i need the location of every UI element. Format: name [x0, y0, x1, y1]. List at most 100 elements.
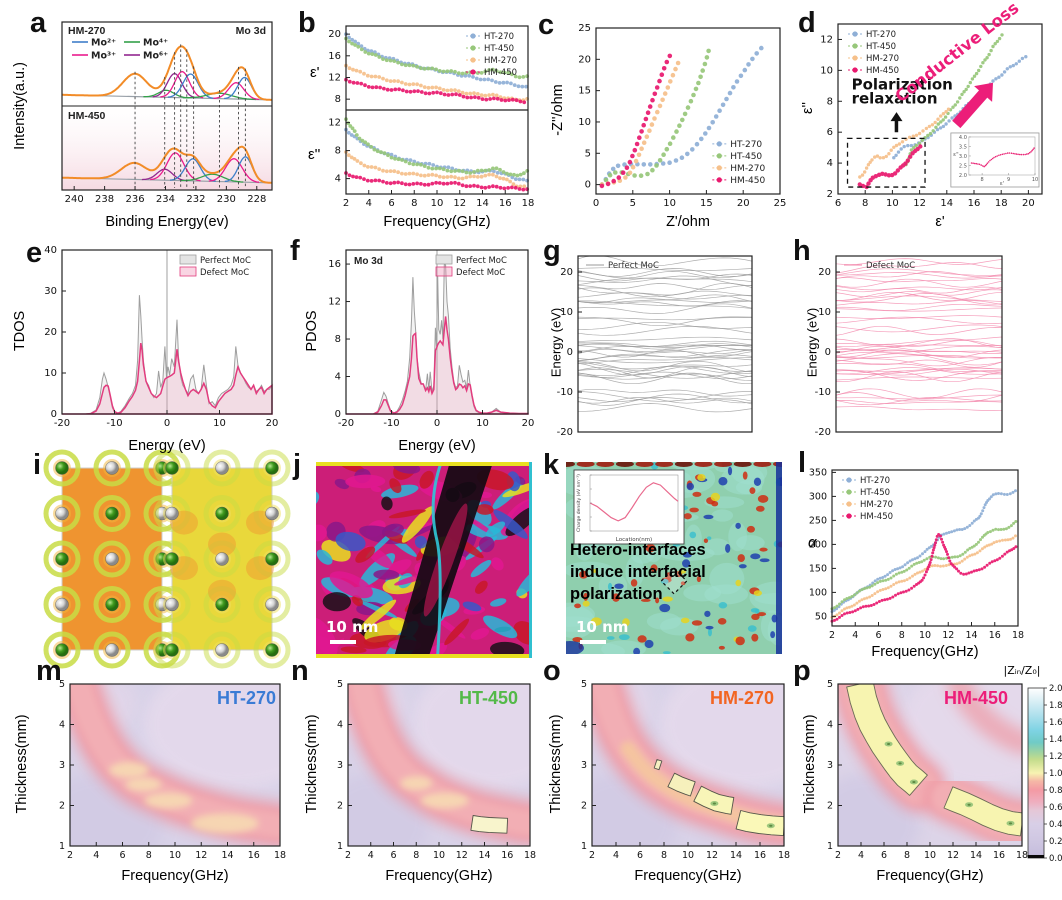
- svg-text:-10: -10: [383, 418, 399, 429]
- svg-text:25: 25: [578, 23, 591, 34]
- svg-text:14: 14: [730, 850, 742, 861]
- panel-a-sample-bottom-label: HM-450: [68, 110, 106, 122]
- svg-text:18: 18: [1016, 850, 1028, 861]
- svg-text:6: 6: [881, 850, 887, 861]
- svg-text:12: 12: [453, 198, 466, 209]
- panel-l-plot: 2 4 6 8 10 12 14 16 18 50 100 150 200 250 300 350 HT-270…: [809, 467, 1024, 641]
- svg-text:-20: -20: [557, 427, 573, 438]
- panel-i-letter: i: [33, 449, 42, 481]
- svg-text:6: 6: [390, 850, 396, 861]
- svg-text:HT-450: HT-450: [860, 488, 890, 498]
- svg-text:14: 14: [940, 198, 953, 209]
- svg-text:4: 4: [59, 720, 65, 731]
- svg-text:5: 5: [581, 679, 587, 690]
- panel-g: g Energy (eV) -20 -10 0 10 20 Perfect MoC: [543, 235, 796, 458]
- svg-text:2: 2: [337, 801, 343, 812]
- panel-h-ylabel: Energy (eV): [804, 307, 820, 378]
- svg-text:18: 18: [1012, 630, 1024, 641]
- svg-text:10: 10: [578, 117, 591, 128]
- svg-text:10: 10: [663, 198, 676, 209]
- svg-text:3.5: 3.5: [959, 144, 967, 150]
- svg-text:Mo⁶⁺: Mo⁶⁺: [143, 51, 168, 62]
- panel-b-letter: b: [298, 7, 316, 39]
- svg-text:20: 20: [560, 267, 573, 278]
- svg-text:20: 20: [266, 418, 279, 429]
- panel-h: h Energy (eV) -20 -10 0 10 20 Defect MoC: [793, 235, 1062, 458]
- svg-text:10: 10: [1032, 177, 1038, 183]
- panel-n: n HT-450 Thickness(mm) Frequency(GHz) 2 4…: [291, 655, 540, 898]
- svg-text:18: 18: [995, 198, 1008, 209]
- svg-text:18: 18: [778, 850, 790, 861]
- panel-m-ylabel: Thickness(mm): [14, 714, 30, 814]
- svg-text:14: 14: [221, 850, 233, 861]
- svg-text:8: 8: [146, 850, 152, 861]
- panel-d-xlabel: ε': [935, 214, 945, 230]
- panel-b-ylabel-top: ε': [310, 64, 320, 81]
- svg-text:3: 3: [59, 760, 65, 771]
- panel-l: l α Frequency(GHz) 2 4 6 8 10 12 14 16 18 50 100 15…: [798, 447, 1062, 660]
- panel-o-xlabel: Frequency(GHz): [634, 868, 742, 884]
- panel-b-xlabel: Frequency(GHz): [383, 214, 491, 230]
- svg-text:10: 10: [919, 630, 931, 641]
- svg-text:6: 6: [827, 127, 833, 138]
- panel-f: f Mo 3d PDOS Energy (eV) -20 -10 0 10 20 0 4 8 1…: [290, 235, 540, 458]
- svg-text:HM-270: HM-270: [484, 56, 517, 66]
- svg-text:25: 25: [774, 198, 787, 209]
- panel-d-letter: d: [798, 7, 816, 39]
- panel-a-letter: a: [30, 7, 47, 39]
- svg-text:350: 350: [809, 467, 827, 478]
- panel-k-annotation-line1: Hetero-interfaces: [570, 541, 706, 559]
- svg-text:232: 232: [186, 194, 205, 205]
- panel-a: a HM-270 Mo 3d HM-450 Intensity(a.u.) Bi…: [6, 4, 298, 236]
- svg-text:2: 2: [343, 198, 349, 209]
- svg-text:16: 16: [501, 850, 513, 861]
- svg-text:0: 0: [567, 347, 573, 358]
- svg-text:10: 10: [169, 850, 181, 861]
- svg-text:8: 8: [827, 96, 833, 107]
- svg-text:12: 12: [328, 118, 341, 129]
- svg-text:4: 4: [335, 174, 341, 185]
- svg-text:14: 14: [970, 850, 982, 861]
- svg-text:1.0: 1.0: [1049, 769, 1062, 779]
- svg-text:200: 200: [809, 539, 827, 550]
- panel-k-annotation-line3: polarization: [570, 585, 663, 603]
- svg-text:relaxation: relaxation: [852, 90, 938, 108]
- svg-text:230: 230: [217, 194, 236, 205]
- svg-text:HT-450: HT-450: [484, 44, 514, 54]
- panel-f-xlabel: Energy (eV): [398, 438, 476, 454]
- panel-b: b ε' ε'' Frequency(GHz) 2 4 6 8 10 12 14 16 18 8 1…: [298, 4, 540, 236]
- colorbar-scale: 0.0 0.2 0.4 0.6 0.8 1.0 1.2 1.4 1.6 1.8 2.0: [1027, 684, 1062, 864]
- svg-text:10: 10: [476, 418, 489, 429]
- svg-text:10 nm: 10 nm: [326, 618, 378, 636]
- panel-d-ylabel: ε'': [800, 102, 816, 115]
- panel-n-sample-label: HT-450: [458, 688, 518, 708]
- svg-text:3.0: 3.0: [959, 154, 967, 160]
- svg-text:50: 50: [815, 611, 827, 622]
- svg-text:234: 234: [156, 194, 175, 205]
- panel-i: i: [6, 449, 298, 669]
- svg-text:8: 8: [899, 630, 905, 641]
- svg-text:10: 10: [924, 850, 936, 861]
- svg-text:15: 15: [578, 86, 591, 97]
- svg-text:20: 20: [328, 29, 341, 40]
- svg-text:4: 4: [827, 158, 833, 169]
- svg-text:5: 5: [337, 679, 343, 690]
- svg-text:8: 8: [411, 198, 417, 209]
- panel-j-letter: j: [293, 449, 302, 481]
- svg-text:Charge density (eV nm⁻³): Charge density (eV nm⁻³): [576, 474, 582, 532]
- svg-text:1: 1: [337, 841, 343, 852]
- svg-text:HT-450: HT-450: [866, 42, 896, 52]
- panel-f-ylabel: PDOS: [304, 310, 320, 352]
- svg-text:15: 15: [700, 198, 713, 209]
- svg-text:5: 5: [827, 679, 833, 690]
- panel-b-plot: 2 4 6 8 10 12 14 16 18 8 12 16 20 4 8 12 HT-270 HT-450 HM-…: [328, 25, 534, 209]
- svg-text:3: 3: [827, 760, 833, 771]
- panel-o: o HM-270 Thickness(mm) Frequency(GHz) 2 4…: [543, 655, 796, 898]
- panel-n-xlabel: Frequency(GHz): [385, 868, 493, 884]
- svg-text:6: 6: [835, 198, 841, 209]
- svg-text:0: 0: [51, 409, 57, 420]
- svg-text:3: 3: [337, 760, 343, 771]
- panel-e-plot: -20 -10 0 10 20 0 10 20 30 40 Perfect MoC Defect Mo…: [44, 245, 279, 429]
